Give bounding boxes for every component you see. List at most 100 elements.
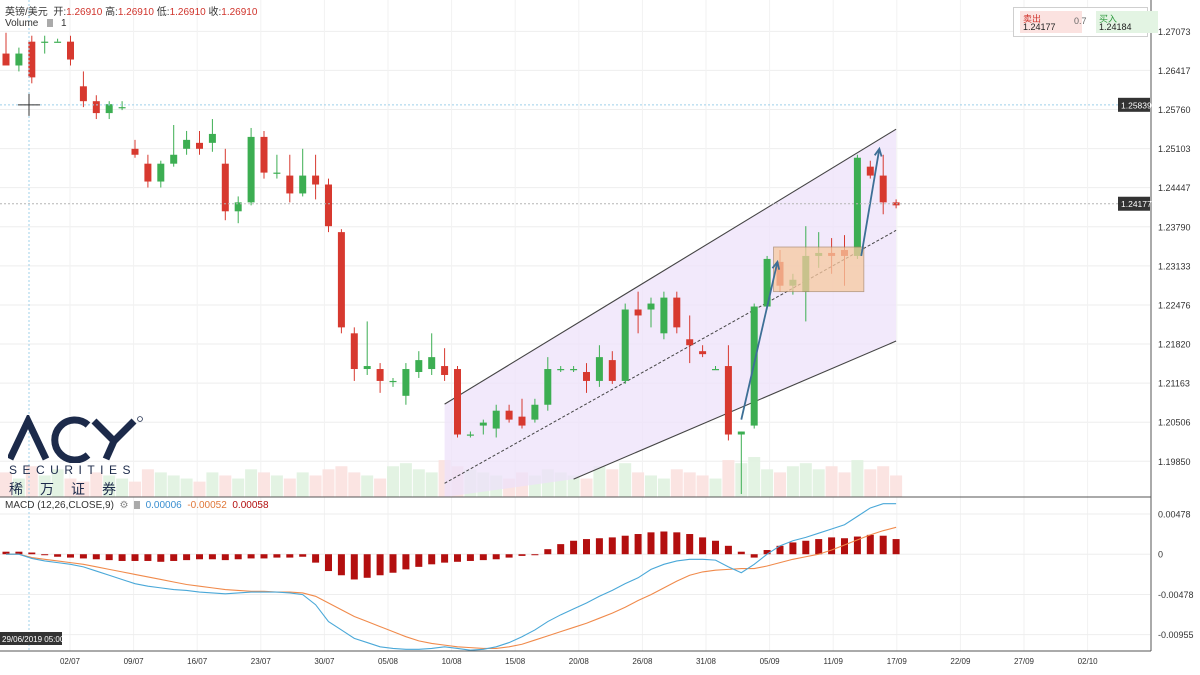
candle-body (454, 369, 461, 435)
volume-bar (103, 475, 116, 497)
candle-body (247, 136, 255, 203)
spread-value: 0.7 (1074, 16, 1087, 26)
logo-securities-text: SECURITIES (9, 463, 137, 477)
candle-body (118, 107, 126, 109)
time-tick-label: 05/08 (378, 657, 399, 666)
volume-bar (258, 472, 270, 497)
signal-value: -0.00052 (187, 500, 227, 511)
candle-body (866, 166, 874, 176)
volume-header: Volume 1 (5, 18, 67, 29)
candlesticks[interactable] (2, 32, 900, 495)
candle-body (466, 434, 474, 436)
candle-body (234, 202, 242, 212)
macd-histogram-bar (183, 554, 191, 561)
macd-histogram-bar (479, 554, 487, 561)
macd-histogram-bar (673, 532, 681, 555)
macd-histogram-bar (389, 554, 397, 573)
candle-body (531, 404, 539, 420)
price-tick-label: 1.27073 (1158, 27, 1191, 37)
volume-bar (219, 475, 232, 497)
time-tick-label: 16/07 (187, 657, 208, 666)
time-tick-label: 10/08 (442, 657, 463, 666)
time-tick-label: 26/08 (632, 657, 653, 666)
macd-histogram-bar (737, 551, 745, 555)
volume-bar (77, 481, 90, 497)
volume-bar (206, 472, 219, 497)
volume-bar (322, 469, 335, 497)
candle-body (557, 369, 565, 371)
macd-histogram-bar (131, 554, 139, 561)
volume-bar (38, 475, 51, 497)
macd-histogram-bar (105, 554, 113, 561)
time-tick-label: 02/07 (60, 657, 81, 666)
buy-label: 买入 (1099, 14, 1118, 24)
volume-bar (580, 478, 593, 497)
macd-tick-label: -0.00955 (1158, 630, 1194, 640)
price-tag-box (1118, 196, 1150, 211)
macd-histogram-bar (15, 551, 23, 555)
volume-bar (412, 469, 425, 497)
volume-bar (283, 478, 296, 497)
volume-bar (683, 472, 696, 497)
logo-chinese-text: 稀万证券 (9, 481, 133, 497)
macd-histogram-bar (853, 536, 861, 555)
volume-bar (141, 469, 154, 497)
macd-histogram-bar (866, 534, 874, 555)
candle-body (325, 184, 332, 227)
macd-histogram-bar (234, 554, 242, 560)
candle-body (144, 163, 152, 182)
macd-histogram-bar (763, 550, 771, 555)
macd-histogram-bar (286, 554, 294, 558)
candle-body (673, 297, 681, 328)
macd-histogram-bar (337, 554, 345, 576)
candle-body (196, 142, 203, 149)
candle-body (879, 175, 887, 203)
macd-histogram-bar (92, 554, 100, 560)
candle-body (312, 175, 320, 185)
macd-histogram-bar (454, 554, 461, 562)
macd-line (6, 503, 897, 651)
macd-settings-icon[interactable]: ⚙ (119, 500, 129, 511)
macd-histogram-bar (879, 535, 887, 555)
macd-histogram-bar (815, 539, 823, 555)
close-value: 1.26910 (221, 7, 258, 18)
price-tick-label: 1.21820 (1158, 340, 1191, 350)
macd-histogram-bar (789, 542, 797, 555)
time-tick-label: 17/09 (887, 657, 908, 666)
volume-bar (774, 472, 786, 497)
volume-bar (387, 466, 399, 497)
candle-body (157, 163, 165, 182)
buy-price: 1.24184 (1099, 22, 1132, 32)
macd-close-icon[interactable] (134, 501, 141, 509)
price-tick-label: 1.19850 (1158, 457, 1191, 467)
price-tick-label: 1.26417 (1158, 66, 1191, 76)
volume-settings-icon[interactable] (46, 19, 53, 27)
volume-bar (193, 481, 206, 497)
candle-body (286, 175, 294, 194)
candle-body (853, 157, 861, 256)
sell-button[interactable]: 卖出 1.24177 (1020, 11, 1082, 33)
candle-body (389, 380, 397, 383)
buy-button[interactable]: 买入 1.24184 (1096, 11, 1158, 33)
volume-bar (167, 475, 180, 497)
volume-bar (593, 466, 606, 497)
macd-histogram-bar (712, 540, 719, 555)
macd-histogram-bar (802, 540, 810, 555)
candle-body (724, 366, 732, 435)
candle-body (441, 366, 449, 375)
candle-body (415, 360, 423, 373)
candle-body (686, 339, 694, 346)
volume-bar (761, 469, 774, 497)
macd-histogram-bar (441, 554, 449, 563)
time-tick-label: 02/10 (1078, 657, 1099, 666)
candle-body (54, 41, 62, 43)
macd-histogram-bar (376, 554, 384, 576)
trend-channel (444, 128, 897, 498)
candle-body (544, 369, 552, 405)
candle-body (647, 303, 655, 310)
time-tick-label: 22/09 (950, 657, 971, 666)
trend-arrow-head (771, 259, 781, 270)
macd-histogram-bar (273, 554, 281, 558)
macd-histogram-bar (724, 545, 732, 555)
